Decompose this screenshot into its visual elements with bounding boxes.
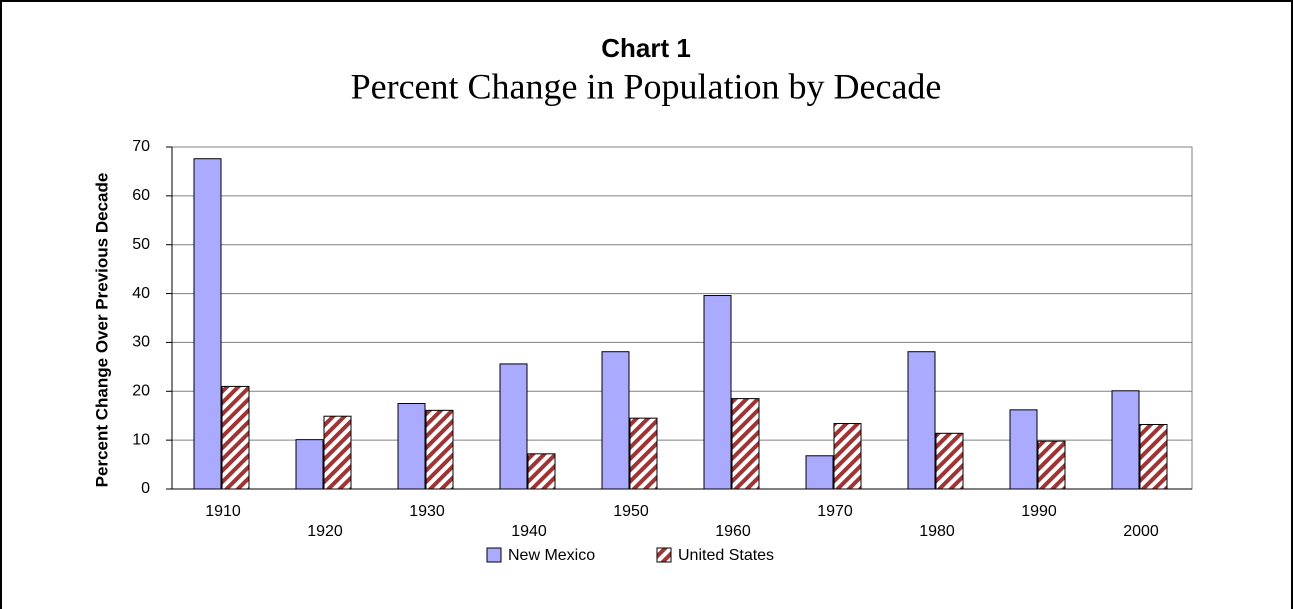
legend-swatch (656, 547, 672, 563)
bar (833, 423, 862, 490)
bar (295, 439, 324, 490)
chart-subtitle: Percent Change in Population by Decade (351, 66, 942, 106)
y-axis-label: Percent Change Over Previous Decade (92, 173, 111, 488)
legend-label: United States (678, 547, 774, 564)
bar (1037, 440, 1066, 490)
bar (221, 385, 250, 490)
x-tick-label: 1910 (205, 503, 241, 520)
bar (499, 363, 528, 490)
x-tick-label: 1980 (919, 523, 955, 540)
bar (805, 455, 834, 490)
bar (907, 351, 936, 490)
y-tick-label: 0 (141, 480, 150, 497)
y-tick-label: 60 (132, 187, 150, 204)
bar (397, 403, 426, 490)
bar (425, 409, 454, 490)
bar (193, 158, 222, 490)
x-tick-label: 1920 (307, 523, 343, 540)
y-tick-label: 50 (132, 236, 150, 253)
bar (1139, 424, 1168, 490)
bar (935, 432, 964, 490)
y-tick-label: 70 (132, 138, 150, 155)
x-tick-label: 2000 (1123, 523, 1159, 540)
y-tick-label: 40 (132, 285, 150, 302)
bar (323, 415, 352, 490)
x-tick-label: 1960 (715, 523, 751, 540)
x-tick-label: 1930 (409, 503, 445, 520)
bar (601, 351, 630, 490)
y-tick-label: 30 (132, 334, 150, 351)
bar (527, 453, 556, 490)
x-tick-label: 1950 (613, 503, 649, 520)
legend-swatch (486, 547, 502, 563)
bar (1111, 390, 1140, 490)
x-tick-label: 1990 (1021, 503, 1057, 520)
chart-title: Chart 1 (601, 33, 691, 63)
bar (1009, 409, 1038, 490)
bar (629, 417, 658, 490)
x-tick-label: 1940 (511, 523, 547, 540)
bar (731, 398, 760, 490)
bar (703, 295, 732, 490)
legend-label: New Mexico (508, 547, 595, 564)
x-tick-label: 1970 (817, 503, 853, 520)
y-tick-label: 20 (132, 383, 150, 400)
y-tick-label: 10 (132, 431, 150, 448)
